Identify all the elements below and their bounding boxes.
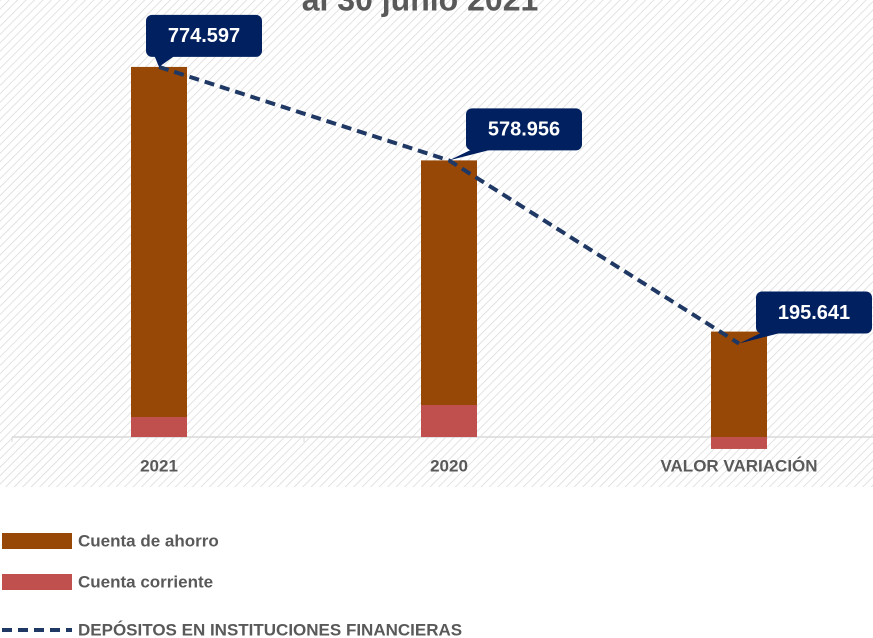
x-tick-label: 2020 xyxy=(430,456,468,475)
bar xyxy=(131,66,187,418)
callout-box xyxy=(466,108,582,151)
callout-pointer xyxy=(154,54,176,67)
bar xyxy=(711,437,767,449)
legend-label: Cuenta corriente xyxy=(78,572,213,591)
legend-label: Cuenta de ahorro xyxy=(78,531,219,550)
bar xyxy=(711,331,767,438)
data-label: 195.641 xyxy=(778,302,850,324)
callout-box xyxy=(756,291,872,334)
x-tick-label: 2021 xyxy=(140,456,178,475)
callout-box xyxy=(146,14,262,57)
bar xyxy=(421,405,477,438)
legend-swatch xyxy=(2,574,72,590)
callout-pointer xyxy=(739,331,786,344)
chart-title: al 30 junio 2021 xyxy=(302,0,539,17)
x-tick-label: VALOR VARIACIÓN xyxy=(660,456,817,475)
data-label: 774.597 xyxy=(168,25,240,47)
data-label: 578.956 xyxy=(488,119,560,141)
bar xyxy=(131,417,187,438)
bar xyxy=(421,160,477,406)
legend-label: DEPÓSITOS EN INSTITUCIONES FINANCIERAS xyxy=(78,620,462,638)
callout-pointer xyxy=(449,148,496,161)
legend-swatch xyxy=(2,533,72,549)
